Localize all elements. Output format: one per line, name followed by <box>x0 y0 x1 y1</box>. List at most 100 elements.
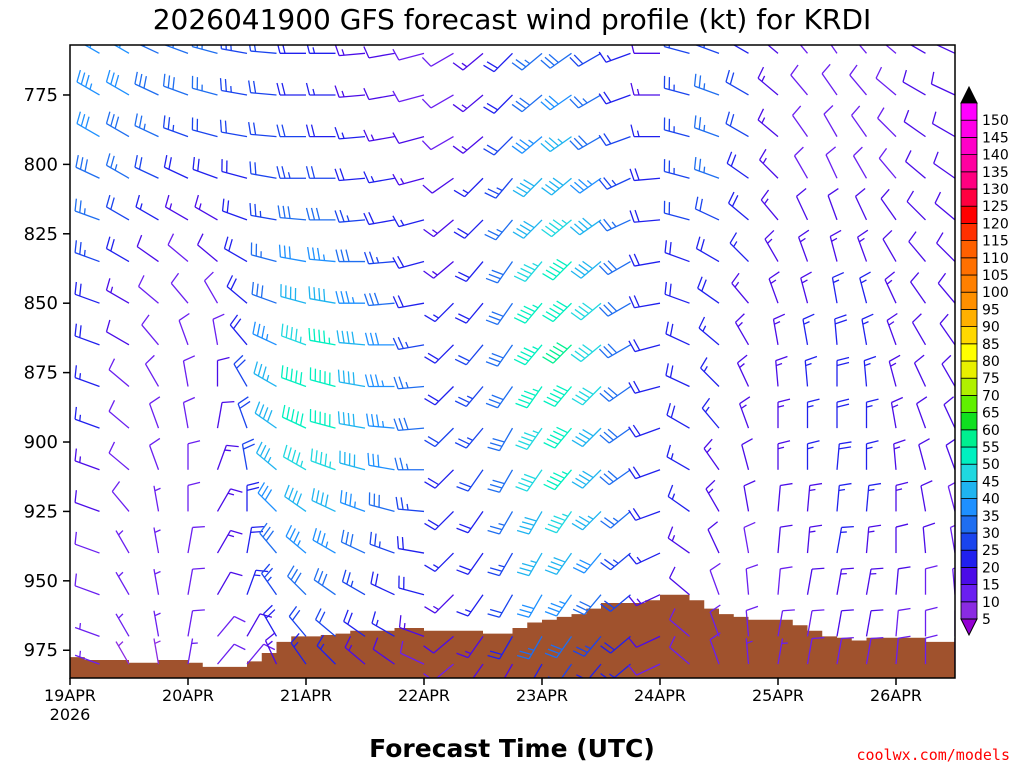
wind-barb <box>309 367 336 388</box>
wind-barb <box>924 634 938 665</box>
barb-flag <box>868 482 882 487</box>
barb-shaft <box>902 81 926 96</box>
colorbar-box <box>960 240 978 259</box>
barb-flag <box>700 238 705 252</box>
wind-barb <box>153 527 161 554</box>
barb-flag <box>149 396 161 405</box>
wind-barb <box>424 552 454 573</box>
wind-barb <box>74 573 100 596</box>
barb-flag <box>629 210 635 223</box>
barb-flag <box>291 609 301 621</box>
barb-half-flag <box>287 172 291 179</box>
barb-flag <box>515 486 528 492</box>
wind-barb <box>281 404 307 429</box>
wind-barb <box>421 136 454 151</box>
barb-flag <box>221 401 235 404</box>
barb-flag <box>633 380 641 393</box>
barb-flag <box>540 101 551 111</box>
barb-half-flag <box>671 535 676 542</box>
barb-flag <box>423 270 434 279</box>
barb-flag <box>668 566 676 579</box>
y-tick-label: 800 <box>24 154 58 175</box>
wind-barb <box>600 510 631 529</box>
wind-barb <box>284 484 307 512</box>
wind-barb <box>456 552 484 575</box>
wind-barb <box>836 525 854 554</box>
colorbar-box <box>960 429 978 448</box>
barb-half-flag <box>532 388 539 393</box>
barb-flag <box>263 643 276 651</box>
barb-half-flag <box>609 673 615 678</box>
barb-shaft <box>895 568 899 595</box>
wind-barb <box>736 354 750 387</box>
barb-flag <box>698 158 702 172</box>
wind-barb <box>895 481 909 512</box>
colorbar-label: 25 <box>982 543 1000 559</box>
barb-flag <box>192 525 205 529</box>
barb-flag <box>398 376 404 389</box>
barb-flag <box>293 531 300 544</box>
wind-barb <box>113 45 130 54</box>
barb-flag <box>454 442 467 449</box>
wind-barb <box>738 396 751 429</box>
barb-flag <box>167 117 171 130</box>
colorbar-label: 145 <box>982 130 1009 146</box>
barb-half-flag <box>118 571 124 577</box>
barb-flag <box>276 82 281 96</box>
wind-barb <box>515 469 543 492</box>
colorbar-box <box>960 257 978 276</box>
barb-flag <box>489 608 503 614</box>
wind-barb <box>182 355 196 387</box>
barb-flag <box>523 220 535 229</box>
wind-barb <box>790 64 808 96</box>
barb-flag <box>489 567 503 572</box>
x-tick-label: 24APR <box>634 686 686 705</box>
barb-flag <box>305 124 311 137</box>
barb-shaft <box>187 610 194 637</box>
barb-flag <box>458 396 470 404</box>
barb-half-flag <box>370 175 375 183</box>
barb-flag <box>579 600 591 608</box>
barb-half-flag <box>801 279 808 284</box>
wind-barb <box>757 108 779 138</box>
wind-barb <box>663 159 690 179</box>
barb-shaft <box>877 117 897 138</box>
barb-flag <box>345 531 349 545</box>
barb-flag <box>821 63 831 75</box>
barb-flag <box>484 233 497 241</box>
barb-flag <box>319 451 323 465</box>
colorbar-box <box>960 154 978 173</box>
barb-flag <box>74 406 77 420</box>
barb-flag <box>582 344 593 353</box>
barb-flag <box>172 45 174 48</box>
colorbar-label: 110 <box>982 251 1009 267</box>
barb-flag <box>313 287 316 300</box>
barb-flag <box>105 111 111 124</box>
barb-half-flag <box>708 488 714 494</box>
barb-shaft <box>851 114 868 137</box>
barb-flag <box>74 365 77 378</box>
barb-flag <box>709 632 721 641</box>
barb-half-flag <box>864 362 871 367</box>
wind-barb <box>339 450 366 471</box>
barb-flag <box>229 314 239 326</box>
barb-flag <box>515 142 527 151</box>
barb-flag <box>346 572 351 585</box>
barb-flag <box>392 337 399 350</box>
wind-barb <box>393 417 425 432</box>
barb-flag <box>401 537 404 550</box>
barb-flag <box>698 75 702 88</box>
wind-barb <box>396 536 425 554</box>
wind-barb <box>543 385 572 407</box>
barb-flag <box>485 277 498 284</box>
wind-barb <box>105 194 130 221</box>
wind-barb <box>261 563 278 596</box>
barb-half-flag <box>83 208 86 215</box>
wind-barb <box>278 244 307 263</box>
barb-half-flag <box>559 600 566 605</box>
wind-barb <box>368 492 395 513</box>
wind-barb <box>513 302 543 324</box>
barb-flag <box>607 470 618 480</box>
wind-barb <box>693 73 720 96</box>
